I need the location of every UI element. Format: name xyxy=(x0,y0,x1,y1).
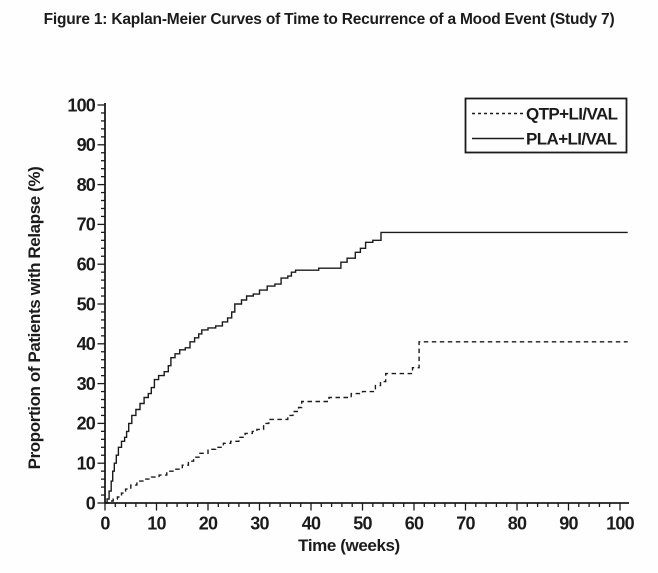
y-tick-label: 70 xyxy=(77,215,96,235)
x-tick-label: 10 xyxy=(147,513,166,533)
y-tick-label: 60 xyxy=(77,255,96,275)
legend: QTP+LI/VAL PLA+LI/VAL xyxy=(464,97,628,154)
x-tick-label: 50 xyxy=(353,513,372,533)
legend-label: QTP+LI/VAL xyxy=(526,104,618,123)
y-tick-label: 90 xyxy=(77,135,96,155)
y-tick-label: 20 xyxy=(77,414,96,434)
legend-box xyxy=(464,97,628,154)
figure-title: Figure 1: Kaplan-Meier Curves of Time to… xyxy=(43,11,615,28)
y-tick-label: 0 xyxy=(86,493,96,513)
x-axis-title: Time (weeks) xyxy=(298,536,400,555)
x-tick-label: 0 xyxy=(100,513,110,533)
x-tick-label: 20 xyxy=(199,513,218,533)
x-tick-label: 60 xyxy=(405,513,424,533)
x-tick-label: 100 xyxy=(606,513,634,533)
x-tick-label: 70 xyxy=(456,513,475,533)
x-tick-label: 90 xyxy=(559,513,578,533)
x-tick-label: 30 xyxy=(250,513,269,533)
y-tick-label: 10 xyxy=(77,454,96,474)
y-tick-label: 40 xyxy=(77,334,96,354)
legend-label: PLA+LI/VAL xyxy=(526,129,617,148)
km-curve-pla-li-val xyxy=(105,231,628,504)
y-tick-label: 30 xyxy=(77,374,96,394)
y-tick-label: 80 xyxy=(77,175,96,195)
y-tick-label: 50 xyxy=(77,294,96,314)
km-curve-qtp-li-val xyxy=(105,341,628,504)
x-tick-label: 80 xyxy=(508,513,527,533)
y-axis-title: Proportion of Patients with Relapse (%) xyxy=(25,167,44,470)
y-tick-label: 100 xyxy=(67,95,95,115)
x-tick-label: 40 xyxy=(302,513,321,533)
